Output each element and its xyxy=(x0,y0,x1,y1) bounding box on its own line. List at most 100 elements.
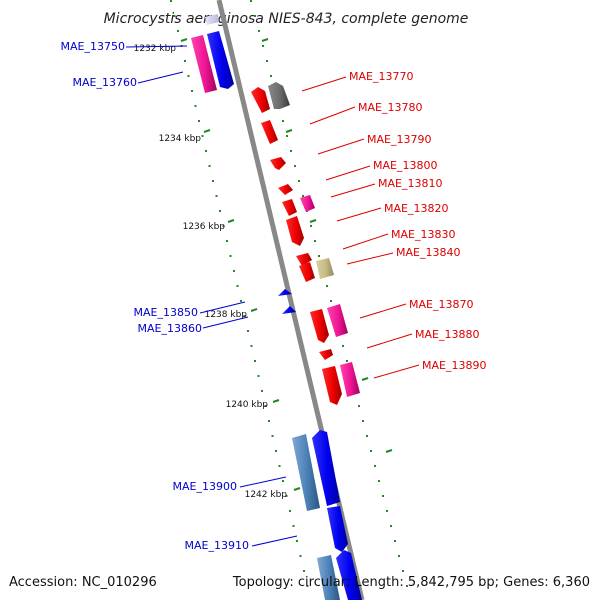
tick-label: 1238 kbp xyxy=(205,310,248,320)
scale-dot xyxy=(261,390,263,392)
scale-dot xyxy=(278,465,281,467)
tick-mark xyxy=(250,308,258,312)
scale-dot xyxy=(212,180,214,182)
scale-dot xyxy=(215,195,218,197)
tick-mark xyxy=(285,129,293,133)
leader-line xyxy=(366,333,413,349)
gene-feature xyxy=(278,289,292,296)
scale-dot xyxy=(292,525,295,527)
scale-dot xyxy=(398,555,400,557)
scale-dot xyxy=(194,105,197,107)
scale-dot xyxy=(346,360,348,362)
gene-feature xyxy=(327,304,348,337)
scale-dot xyxy=(382,495,384,497)
leader-line xyxy=(125,45,188,48)
gene-label: MAE_13900 xyxy=(173,480,237,493)
gene-label: MAE_13820 xyxy=(384,202,448,215)
gene-label: MAE_13790 xyxy=(367,133,431,146)
reverse-gene-labels: MAE_13770 MAE_13780 MAE_13790 MAE_13800 … xyxy=(349,70,486,372)
scale-dot xyxy=(226,240,228,242)
scale-dot xyxy=(294,165,296,167)
gene-label: MAE_13890 xyxy=(422,359,486,372)
tick-label: 1240 kbp xyxy=(226,400,269,410)
scale-dot xyxy=(191,90,193,92)
leader-line xyxy=(346,252,394,265)
scale-dot xyxy=(290,150,292,152)
scale-dot xyxy=(302,195,304,197)
scale-dot xyxy=(362,420,364,422)
scale-dot xyxy=(240,300,242,302)
scale-dot xyxy=(264,405,267,407)
scale-dot xyxy=(275,450,277,452)
tick-mark xyxy=(361,377,369,381)
gene-feature xyxy=(278,184,293,195)
scale-dot xyxy=(229,255,232,257)
gene-feature xyxy=(270,157,286,170)
scale-dot xyxy=(170,0,172,2)
leader-line xyxy=(239,476,287,488)
leader-line xyxy=(325,165,371,181)
scale-dot xyxy=(303,570,305,572)
gene-label: MAE_13850 xyxy=(134,306,198,319)
scale-dot xyxy=(326,285,328,287)
leader-line xyxy=(317,138,365,155)
gene-label: MAE_13810 xyxy=(378,177,442,190)
topology-text: Topology: circular; Length: 5,842,795 bp… xyxy=(232,575,590,590)
map-title: Microcystis aeruginosa NIES-843, complet… xyxy=(104,11,469,27)
scale-dot xyxy=(184,60,186,62)
gene-feature xyxy=(310,309,329,343)
scale-dot xyxy=(271,435,274,437)
scale-dot xyxy=(222,225,225,227)
scale-dot xyxy=(282,480,284,482)
scale-dot xyxy=(370,450,372,452)
scale-dot xyxy=(306,585,309,587)
scale-dot xyxy=(318,255,320,257)
gene-label: MAE_13840 xyxy=(396,246,460,259)
scale-dot xyxy=(257,375,260,377)
accession-text: Accession: NC_010296 xyxy=(9,575,157,590)
gene-feature xyxy=(322,366,342,405)
gene-label: MAE_13780 xyxy=(358,101,422,114)
scale-dot xyxy=(402,570,404,572)
scale-dot xyxy=(173,15,176,17)
gene-feature xyxy=(292,434,320,511)
scale-dot xyxy=(285,495,288,497)
tick-mark xyxy=(180,38,188,42)
gene-feature xyxy=(319,349,333,360)
scale-dot xyxy=(219,210,221,212)
scale-dot xyxy=(296,540,298,542)
scale-dot xyxy=(254,360,256,362)
scale-dot xyxy=(390,525,392,527)
scale-dot xyxy=(330,300,332,302)
gene-feature xyxy=(268,82,290,109)
tick-label: 1232 kbp xyxy=(134,44,177,54)
scale-dot xyxy=(236,285,239,287)
tick-mark xyxy=(261,38,269,42)
gene-label: MAE_13800 xyxy=(373,159,437,172)
tick-mark xyxy=(227,219,235,223)
tick-label: 1242 kbp xyxy=(245,490,288,500)
gene-feature xyxy=(282,199,297,216)
leader-line xyxy=(199,301,246,314)
leader-line xyxy=(373,364,420,379)
gene-feature xyxy=(299,262,315,282)
scale-dot xyxy=(282,120,284,122)
gene-feature xyxy=(312,430,340,506)
scale-dot xyxy=(258,30,260,32)
leader-line xyxy=(251,535,298,547)
gene-leader-lines xyxy=(125,45,420,547)
tick-label: 1236 kbp xyxy=(183,222,226,232)
scale-dot xyxy=(177,30,179,32)
gene-label: MAE_13830 xyxy=(391,228,455,241)
scale-dot xyxy=(286,135,288,137)
scale-dot xyxy=(378,480,380,482)
leader-line xyxy=(359,303,407,319)
leader-line xyxy=(301,76,347,92)
gene-feature xyxy=(317,555,340,600)
leader-line xyxy=(342,233,389,250)
scale-dot xyxy=(247,330,249,332)
scale-dot xyxy=(208,165,211,167)
scale-dot xyxy=(386,510,388,512)
gene-label: MAE_13910 xyxy=(185,539,249,552)
